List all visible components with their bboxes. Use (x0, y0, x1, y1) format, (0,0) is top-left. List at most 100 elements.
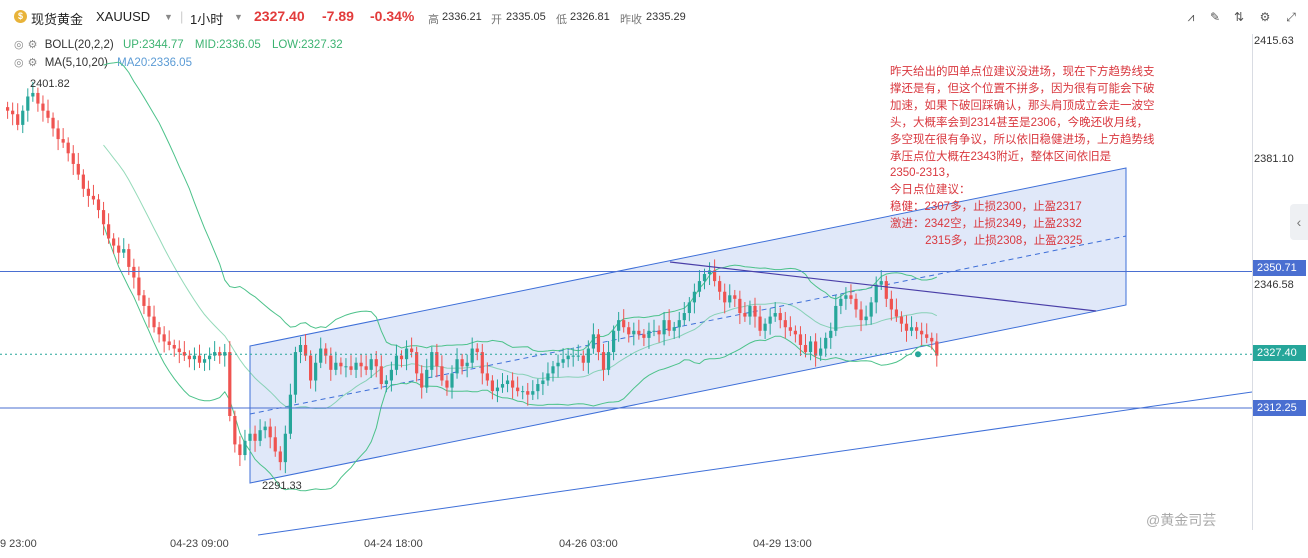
candle (783, 320, 787, 328)
instrument-name[interactable]: 现货黄金 (31, 12, 84, 27)
candle (505, 380, 510, 385)
analysis-note: 昨天给出的四单点位建议没进场，现在下方趋势线支 撑还是有，但这个位置不拼多，因为… (890, 64, 1230, 250)
candle (849, 295, 853, 299)
candle (415, 352, 419, 374)
prev-close-value: 2335.29 (646, 11, 686, 23)
settings-icon[interactable]: ⚙ (1259, 10, 1271, 24)
time-label: 04-23 09:00 (170, 538, 229, 550)
candle (490, 380, 494, 392)
hide-eye-icon[interactable]: ◎ (14, 57, 24, 69)
indicator-settings-icon[interactable]: ⚙ (27, 39, 38, 51)
candle (657, 330, 661, 335)
candle (793, 330, 797, 335)
candle (622, 320, 626, 328)
candle (66, 142, 70, 154)
candle (172, 344, 176, 349)
candle (238, 444, 242, 456)
fullscreen-icon[interactable]: ⤢ (1286, 10, 1296, 24)
candle (601, 352, 606, 370)
candle (627, 327, 631, 335)
collapse-panel-icon[interactable]: ‹ (1290, 204, 1308, 240)
candle (369, 359, 373, 370)
lower-trendline (257, 391, 1252, 536)
candle (839, 298, 843, 306)
candle (808, 341, 813, 353)
high-label: 高 (428, 14, 439, 26)
note-line: 昨天给出的四单点位建议没进场，现在下方趋势线支 (890, 66, 1155, 78)
candle (586, 348, 590, 363)
descending-trendline (669, 261, 1097, 312)
candle (324, 348, 328, 356)
candle (26, 96, 30, 111)
candle (844, 295, 848, 299)
candle (142, 295, 146, 306)
candle (707, 270, 712, 274)
candle (374, 359, 378, 367)
candle (187, 355, 191, 360)
candle (854, 298, 858, 310)
candle (546, 373, 550, 381)
note-line: 撑还是有，但这个位置不拼多，因为很有可能会下破 (890, 82, 1155, 95)
candle (86, 188, 90, 196)
time-label: 9 23:00 (0, 538, 37, 550)
axis-label: 2415.63 (1254, 35, 1294, 47)
time-label: 04-26 03:00 (559, 538, 618, 550)
timeframe-dropdown-icon[interactable]: ▼ (234, 12, 243, 22)
candle (596, 334, 601, 353)
candle (319, 348, 323, 363)
hide-eye-icon[interactable]: ◎ (14, 39, 24, 51)
ma-indicator-row[interactable]: ◎ ⚙ MA(5,10,20) MA20:2336.05 (14, 56, 192, 69)
candle (819, 348, 823, 356)
candle (117, 245, 121, 253)
symbol-name[interactable]: XAUUSD (96, 9, 151, 24)
candle (612, 330, 616, 353)
symbol-dropdown-icon[interactable]: ▼ (164, 12, 173, 22)
candle (879, 281, 883, 285)
candle (208, 355, 212, 360)
axis-label: 2346.58 (1254, 279, 1294, 291)
candle (394, 355, 399, 370)
current-price-dot (915, 351, 921, 358)
ma20-value: MA20:2336.05 (117, 57, 192, 69)
timeframe-selector[interactable]: 1小时 (190, 12, 224, 27)
candle (920, 330, 924, 335)
candle (228, 352, 232, 416)
candle (874, 284, 878, 303)
candle (147, 305, 151, 317)
candle (399, 355, 404, 360)
candle (445, 380, 449, 388)
candle (465, 362, 469, 367)
candle (425, 369, 429, 388)
indicator-icon[interactable]: ⩘ (1187, 10, 1195, 24)
candle (925, 334, 929, 338)
draw-icon[interactable]: ✎ (1209, 10, 1221, 24)
boll-indicator-row[interactable]: ◎ ⚙ BOLL(20,2,2) UP:2344.77 MID:2336.05 L… (14, 38, 343, 51)
compare-icon[interactable]: ⇅ (1233, 10, 1245, 24)
candle (824, 337, 828, 349)
candle (773, 313, 777, 317)
candle (36, 92, 40, 104)
candle (16, 114, 20, 125)
candle (526, 391, 530, 395)
candle (834, 305, 838, 331)
candle (894, 309, 898, 317)
candle (480, 352, 484, 374)
candle (768, 316, 772, 324)
candle (61, 139, 65, 143)
candle (132, 266, 136, 278)
boll-lower-band (103, 224, 938, 492)
candle (96, 199, 101, 211)
candle (349, 366, 353, 370)
boll-mid: MID:2336.05 (194, 39, 261, 51)
price-tag-upper-line: 2350.71 (1253, 260, 1306, 276)
candle (197, 355, 202, 363)
candle (516, 387, 520, 392)
candle (662, 320, 666, 335)
price-chart[interactable] (0, 0, 1252, 558)
candle (288, 394, 292, 434)
indicator-settings-icon[interactable]: ⚙ (27, 57, 38, 69)
candle (697, 281, 702, 292)
candle (738, 298, 742, 314)
boll-name: BOLL(20,2,2) (44, 39, 114, 51)
candle (273, 437, 277, 452)
